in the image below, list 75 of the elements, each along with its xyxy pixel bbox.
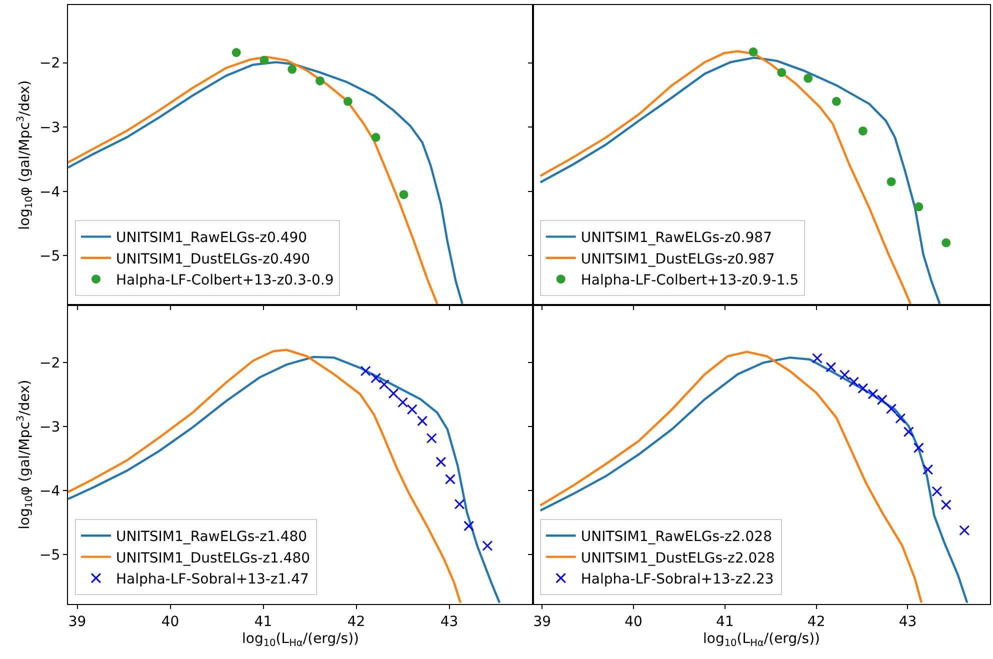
x-tick-label: 41 <box>716 614 734 630</box>
point <box>482 540 493 552</box>
point <box>826 362 836 372</box>
point <box>378 379 390 390</box>
point <box>903 426 914 438</box>
point <box>360 366 371 376</box>
x-axis-title: log$_{10}$(L$_{Hα}$/(erg/s)) <box>242 631 360 650</box>
point <box>454 498 465 510</box>
point <box>316 76 325 86</box>
legend-label: Halpha-LF-Colbert+13-z0.9-1.5 <box>580 272 799 289</box>
legend-label: Halpha-LF-Sobral+13-z2.23 <box>580 571 774 588</box>
point <box>876 394 888 406</box>
legend-label: UNITSIM1_RawELGs-z1.480 <box>116 529 308 546</box>
point <box>886 177 896 186</box>
point <box>398 397 408 408</box>
point <box>399 190 408 200</box>
point <box>914 202 924 212</box>
x-tick-label: 42 <box>347 614 366 630</box>
point <box>839 370 850 380</box>
x-axis-title: log$_{10}$(L$_{Hα}$/(erg/s)) <box>702 631 820 650</box>
point <box>371 132 380 142</box>
point <box>288 64 297 74</box>
point <box>868 388 878 400</box>
y-tick-label: −3 <box>40 420 60 436</box>
y-tick-label: −4 <box>40 184 60 200</box>
y-tick-label: −2 <box>40 56 60 72</box>
y-tick-label: −3 <box>40 120 60 136</box>
legend-label: Halpha-LF-Sobral+13-z1.47 <box>116 571 309 588</box>
point <box>426 432 437 444</box>
point <box>858 126 868 136</box>
point <box>940 500 952 510</box>
point <box>260 56 269 65</box>
point <box>895 413 906 424</box>
y-tick-label: −2 <box>40 356 60 372</box>
point <box>942 238 951 248</box>
legend-label: Halpha-LF-Colbert+13-z0.3-0.9 <box>116 272 334 289</box>
point <box>932 486 942 497</box>
point <box>370 372 382 384</box>
point <box>406 404 418 415</box>
point <box>922 464 934 475</box>
point <box>232 48 241 58</box>
point <box>959 525 970 536</box>
point <box>848 376 860 388</box>
y-tick-label: −4 <box>40 484 60 500</box>
point <box>748 47 758 56</box>
legend-label: UNITSIM1_RawELGs-z2.028 <box>580 529 772 546</box>
x-tick-label: 40 <box>161 614 180 630</box>
x-tick-label: 42 <box>807 614 826 630</box>
x-tick-label: 43 <box>440 614 458 630</box>
point <box>858 383 868 394</box>
y-tick-label: −5 <box>40 248 60 265</box>
point <box>777 68 786 77</box>
legend-label: UNITSIM1_DustELGs-z0.987 <box>580 251 775 268</box>
x-tick-label: 39 <box>68 614 86 630</box>
point <box>886 404 897 414</box>
legend-label: UNITSIM1_RawELGs-z0.987 <box>580 230 772 246</box>
point <box>436 456 446 468</box>
point <box>444 474 456 484</box>
point <box>417 416 428 426</box>
x-tick-label: 43 <box>898 614 917 630</box>
point <box>812 352 822 364</box>
legend-label: UNITSIM1_DustELGs-z1.480 <box>116 550 310 566</box>
x-tick-label: 39 <box>533 614 552 630</box>
point <box>388 388 399 399</box>
x-tick-label: 41 <box>254 614 272 630</box>
legend-label: UNITSIM1_RawELGs-z0.490 <box>116 230 308 246</box>
point <box>832 96 841 106</box>
point <box>804 74 813 83</box>
x-tick-label: 40 <box>624 614 642 630</box>
legend-label: UNITSIM1_DustELGs-z2.028 <box>580 550 775 566</box>
y-tick-label: −5 <box>40 548 60 564</box>
point <box>464 520 474 532</box>
point <box>913 442 924 454</box>
legend-label: UNITSIM1_DustELGs-z0.490 <box>116 251 310 268</box>
point <box>343 96 352 106</box>
